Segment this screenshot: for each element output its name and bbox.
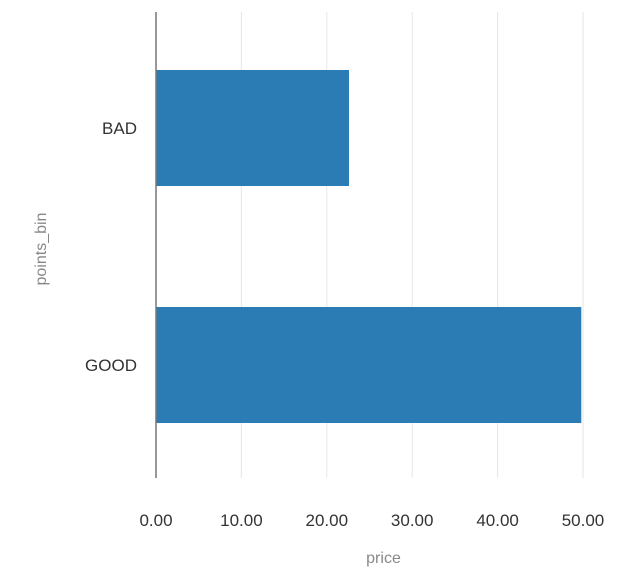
x-tick-label: 50.00 xyxy=(562,511,605,530)
y-tick-label: BAD xyxy=(102,119,137,138)
x-axis-title: price xyxy=(366,550,401,567)
tick-labels: 0.00 10.00 20.00 30.00 40.00 50.00 BAD GOOD xyxy=(85,119,604,530)
bars xyxy=(156,70,582,423)
x-tick-label: 0.00 xyxy=(139,511,172,530)
y-tick-label: GOOD xyxy=(85,356,137,375)
x-tick-label: 40.00 xyxy=(476,511,519,530)
y-axis-title: points_bin xyxy=(33,213,50,286)
x-tick-label: 30.00 xyxy=(391,511,434,530)
x-tick-label: 10.00 xyxy=(220,511,263,530)
bar-bad xyxy=(156,70,350,186)
bar-good xyxy=(156,307,582,423)
x-tick-label: 20.00 xyxy=(306,511,349,530)
